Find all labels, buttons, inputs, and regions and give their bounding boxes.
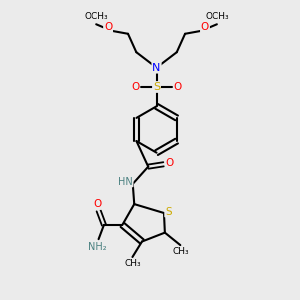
Text: methoxy: methoxy xyxy=(92,16,99,18)
Text: CH₃: CH₃ xyxy=(124,259,141,268)
Text: CH₃: CH₃ xyxy=(172,247,189,256)
Text: NH₂: NH₂ xyxy=(88,242,106,252)
Text: N: N xyxy=(152,63,161,73)
Text: O: O xyxy=(104,22,112,32)
Text: O: O xyxy=(166,158,174,168)
Text: S: S xyxy=(165,206,172,217)
Text: OCH₃: OCH₃ xyxy=(84,12,108,21)
Text: O: O xyxy=(93,199,101,209)
Text: S: S xyxy=(153,82,160,92)
Text: OCH₃: OCH₃ xyxy=(205,12,229,21)
Text: O: O xyxy=(174,82,182,92)
Text: HN: HN xyxy=(118,176,133,187)
Text: O: O xyxy=(201,22,209,32)
Text: O: O xyxy=(131,82,139,92)
